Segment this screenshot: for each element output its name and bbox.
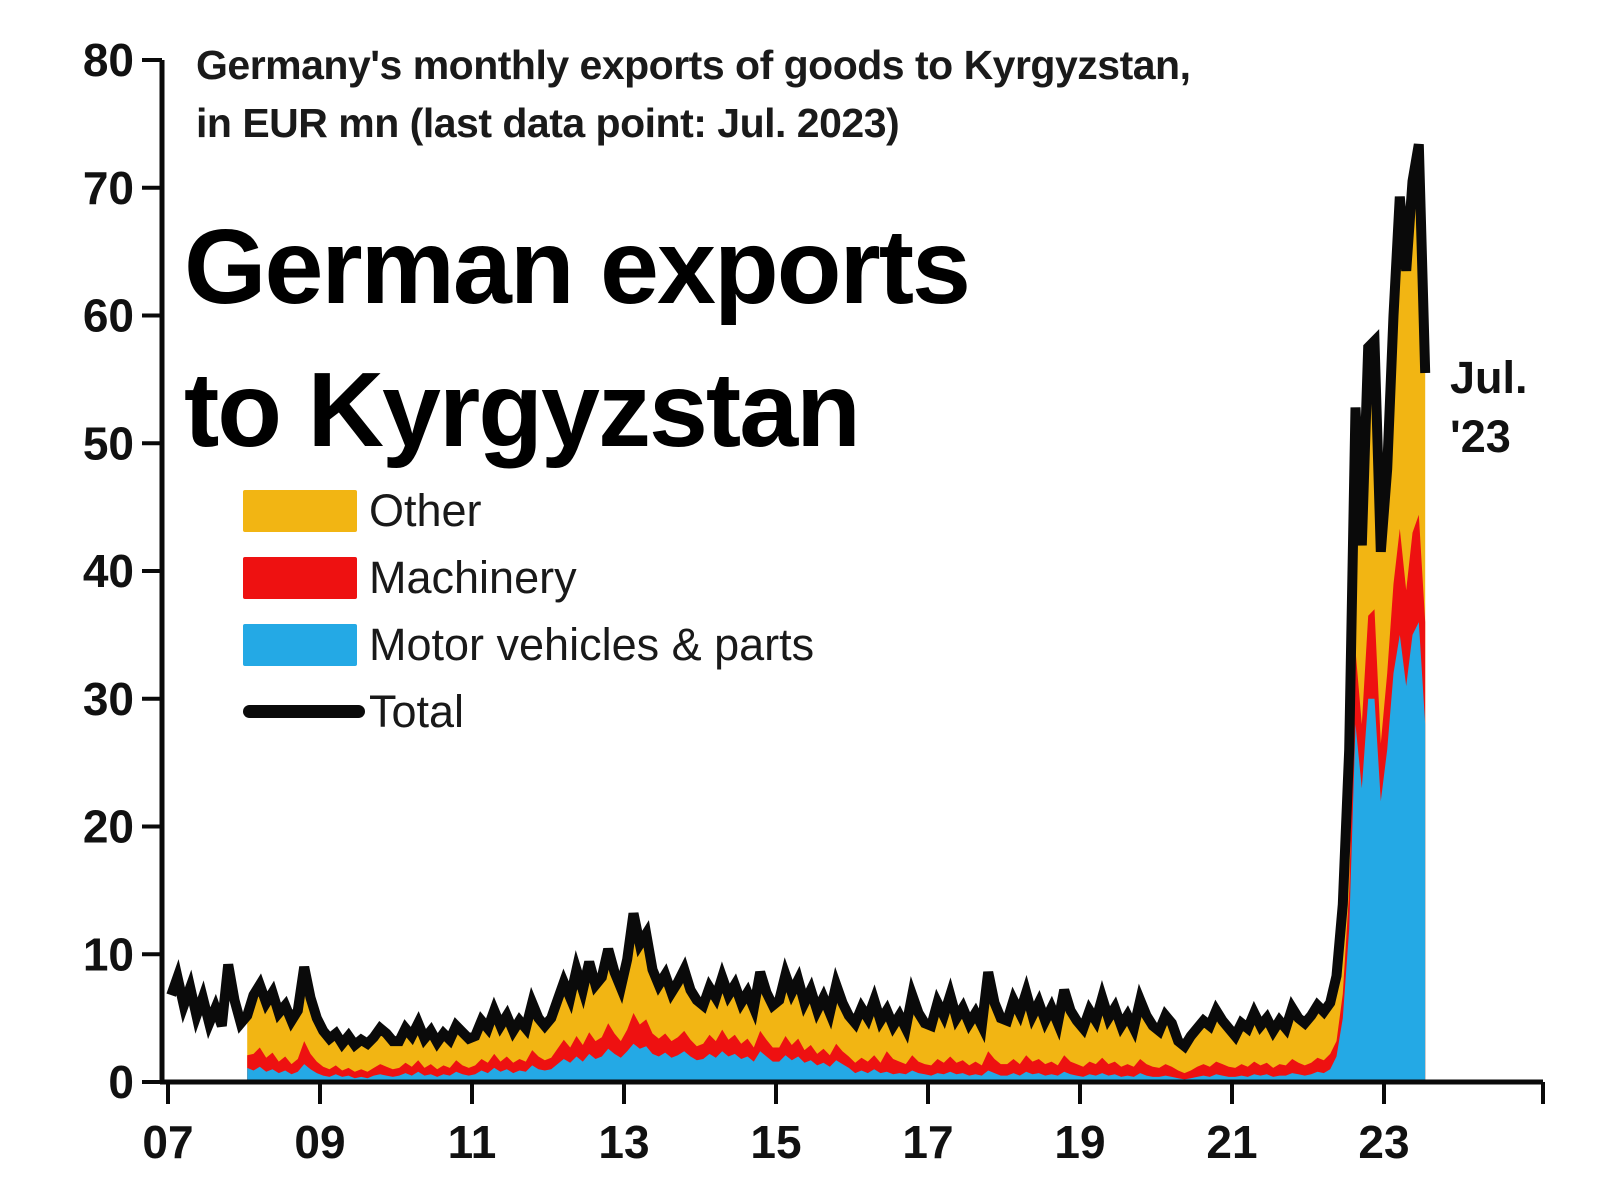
svg-text:80: 80: [83, 34, 134, 86]
svg-text:07: 07: [142, 1116, 193, 1168]
svg-text:09: 09: [294, 1116, 345, 1168]
svg-text:0: 0: [108, 1056, 134, 1108]
legend-item-machinery: Machinery: [243, 544, 814, 611]
svg-text:70: 70: [83, 162, 134, 214]
legend-label-other: Other: [369, 484, 482, 536]
chart-subtitle-line2: in EUR mn (last data point: Jul. 2023): [196, 100, 900, 146]
legend-label-total: Total: [369, 685, 465, 737]
svg-text:10: 10: [83, 928, 134, 980]
chart-title-line2: to Kyrgyzstan: [184, 351, 861, 469]
chart-title-line1: German exports: [184, 208, 971, 326]
last-data-point-annotation: Jul. '23: [1450, 348, 1528, 466]
chart-title: German exports to Kyrgyzstan: [184, 196, 971, 482]
annotation-line2: '23: [1450, 411, 1511, 462]
svg-text:20: 20: [83, 801, 134, 853]
svg-text:40: 40: [83, 545, 134, 597]
svg-text:15: 15: [750, 1116, 801, 1168]
chart-subtitle-line1: Germany's monthly exports of goods to Ky…: [196, 42, 1191, 88]
svg-text:13: 13: [598, 1116, 649, 1168]
legend-label-machinery: Machinery: [369, 551, 577, 603]
chart-subtitle: Germany's monthly exports of goods to Ky…: [196, 36, 1191, 152]
svg-text:60: 60: [83, 290, 134, 342]
legend-label-motor-vehicles: Motor vehicles & parts: [369, 618, 815, 670]
legend-line-swatch-total: [243, 705, 365, 718]
svg-text:30: 30: [83, 673, 134, 725]
legend-item-other: Other: [243, 477, 814, 544]
svg-text:17: 17: [902, 1116, 953, 1168]
legend-swatch-machinery: [243, 556, 357, 599]
svg-text:11: 11: [448, 1116, 497, 1168]
svg-text:50: 50: [83, 417, 134, 469]
legend-item-total: Total: [243, 678, 814, 745]
legend-swatch-motor-vehicles: [243, 623, 357, 666]
legend: Other Machinery Motor vehicles & parts T…: [243, 477, 814, 745]
legend-item-motor-vehicles: Motor vehicles & parts: [243, 611, 814, 678]
legend-swatch-other: [243, 489, 357, 532]
annotation-line1: Jul.: [1450, 352, 1528, 403]
svg-text:21: 21: [1206, 1116, 1257, 1168]
svg-text:23: 23: [1358, 1116, 1409, 1168]
svg-text:19: 19: [1054, 1116, 1105, 1168]
